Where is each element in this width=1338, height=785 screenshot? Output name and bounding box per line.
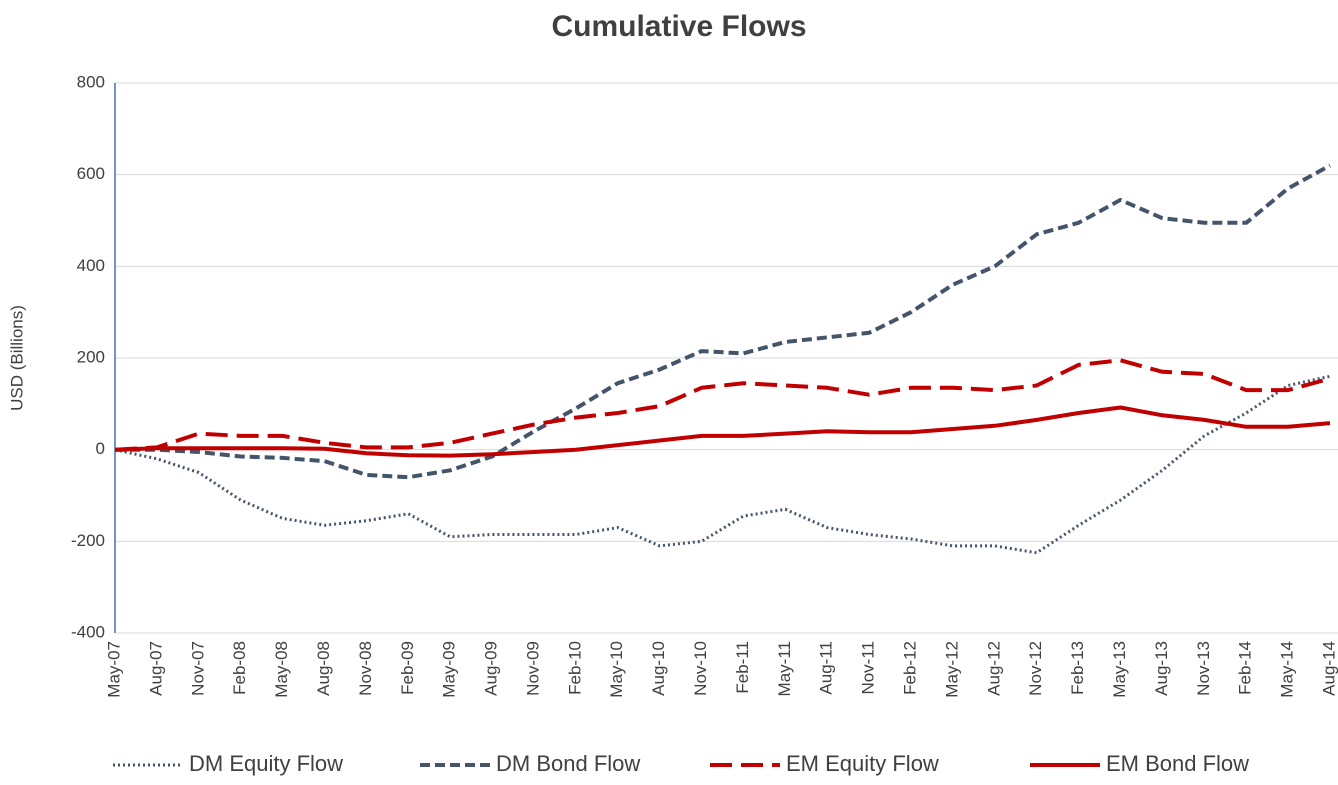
series-line (114, 374, 1331, 555)
series-line (115, 163, 1331, 480)
x-tick-label: Feb-10 (565, 641, 584, 695)
legend-label: DM Equity Flow (189, 751, 343, 776)
x-tick-label: Nov-08 (356, 641, 375, 696)
y-tick-label: 400 (77, 256, 105, 275)
x-tick-label: Nov-09 (523, 641, 542, 696)
x-tick-label: May-14 (1278, 641, 1297, 698)
x-tick-label: Nov-10 (691, 641, 710, 696)
x-tick-label: Feb-14 (1236, 641, 1255, 695)
chart-title: Cumulative Flows (551, 10, 806, 43)
y-tick-label: 600 (77, 164, 105, 183)
x-tick-label: May-11 (775, 641, 794, 696)
x-tick-label: Nov-12 (1026, 641, 1045, 696)
x-tick-label: May-12 (942, 641, 961, 698)
x-tick-label: Nov-07 (188, 641, 207, 696)
x-tick-label: Aug-13 (1152, 641, 1171, 696)
x-tick-label: May-13 (1110, 641, 1129, 698)
x-tick-label: Aug-08 (314, 641, 333, 696)
y-axis-label: USD (Billions) (7, 305, 26, 411)
x-tick-label: Aug-09 (482, 641, 501, 696)
legend-label: EM Bond Flow (1106, 751, 1249, 776)
x-tick-label: Aug-14 (1319, 641, 1338, 696)
y-tick-label: 800 (77, 72, 105, 91)
x-tick-label: Feb-11 (733, 641, 752, 694)
y-tick-label: -200 (71, 531, 105, 550)
legend-label: EM Equity Flow (786, 751, 939, 776)
series-line (114, 405, 1331, 458)
x-tick-label: Aug-07 (146, 641, 165, 696)
x-tick-label: Feb-09 (398, 641, 417, 695)
legend-label: DM Bond Flow (496, 751, 640, 776)
x-tick-label: Aug-11 (817, 641, 836, 695)
x-tick-label: May-10 (607, 641, 626, 698)
x-tick-label: Aug-10 (649, 641, 668, 696)
x-tick-label: Feb-08 (230, 641, 249, 695)
series-line (114, 358, 1331, 452)
x-tick-label: Aug-12 (984, 641, 1003, 696)
y-tick-label: -400 (71, 622, 105, 641)
x-tick-label: May-07 (104, 641, 123, 698)
x-tick-label: Feb-13 (1068, 641, 1087, 695)
y-tick-label: 0 (96, 439, 105, 458)
y-tick-label: 200 (77, 347, 105, 366)
x-tick-label: May-08 (272, 641, 291, 698)
x-tick-label: Feb-12 (901, 641, 920, 695)
x-tick-label: Nov-13 (1194, 641, 1213, 696)
x-tick-label: May-09 (440, 641, 459, 698)
x-tick-label: Nov-11 (859, 641, 878, 695)
